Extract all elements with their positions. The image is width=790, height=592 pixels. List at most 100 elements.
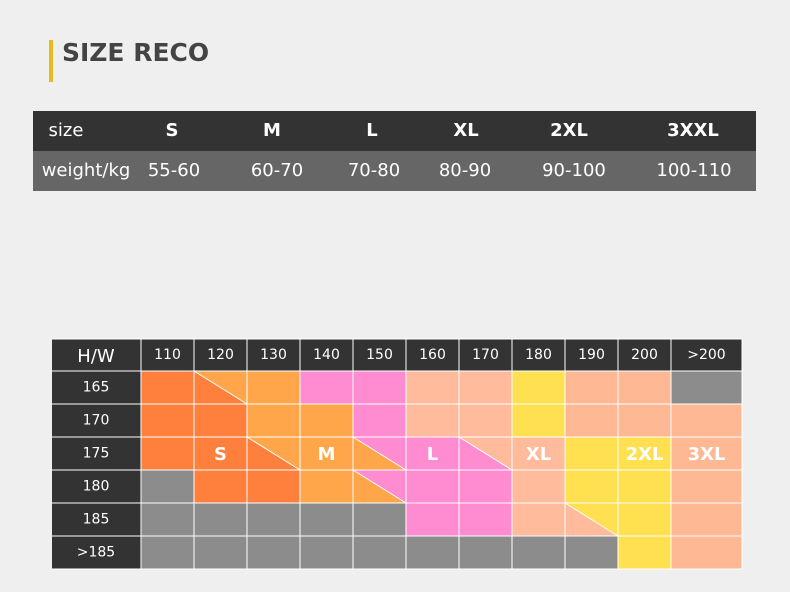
cell-diagonal [193,370,248,405]
cell-diagonal [352,469,407,504]
grid-cell [353,503,406,536]
grid-cell [300,437,353,470]
grid-cell [194,404,247,437]
column-header: 190 [578,347,605,363]
cell-diagonal [352,436,407,471]
grid-cell [247,404,300,437]
grid-cell [141,470,194,503]
grid-cell [300,536,353,569]
grid-cell [406,437,459,470]
grid-cell [512,404,565,437]
grid-cell [247,371,300,404]
column-header: 120 [207,347,234,363]
table-cell: L [366,120,377,141]
grid-cell [141,503,194,536]
size-label: L [427,444,438,465]
grid-cell [459,404,512,437]
grid-cell [247,503,300,536]
cell-diagonal [564,502,619,537]
cell-diagonal [458,436,513,471]
grid-cell [353,404,406,437]
table-cell: 100-110 [656,160,731,181]
column-header: 110 [154,347,181,363]
grid-cell [618,404,671,437]
table-cell: M [263,120,281,141]
grid-cell [247,536,300,569]
grid-cell [300,404,353,437]
size-label: XL [526,444,551,465]
grid-cell [459,470,512,503]
row-header: 170 [83,413,110,429]
column-header: 180 [525,347,552,363]
title-accent [49,40,53,82]
table-cell: 80-90 [439,160,491,181]
grid-cell [406,404,459,437]
grid-cell [565,404,618,437]
grid-cell [406,536,459,569]
table-cell: 3XXL [667,120,719,141]
grid-cell [618,371,671,404]
grid-cell [406,470,459,503]
grid-cell [141,437,194,470]
grid-cell [247,470,300,503]
grid-cell [141,536,194,569]
cell-diagonal [246,436,301,471]
grid-cell [565,470,618,503]
column-header: 140 [313,347,340,363]
row-header: 165 [83,380,110,396]
grid-cell [618,437,671,470]
row-header: 185 [83,512,110,528]
table-cell: XL [453,120,478,141]
size-row-bg [33,111,756,151]
size-label: S [214,444,227,465]
title: SIZE RECO [62,38,209,67]
grid-cell [353,536,406,569]
size-label: 3XL [688,444,726,465]
grid-cell [671,503,742,536]
table-cell: 60-70 [251,160,303,181]
row-header: 180 [83,479,110,495]
grid-cell [512,470,565,503]
grid-cell [300,371,353,404]
table-cell: 55-60 [148,160,200,181]
table-cell: weight/kg [42,160,131,181]
grid-cell [671,404,742,437]
weight-row-bg [33,151,756,191]
grid-cell [671,470,742,503]
column-header: 130 [260,347,287,363]
grid-cell [512,371,565,404]
grid-cell [459,503,512,536]
table-cell: 70-80 [348,160,400,181]
size-label: 2XL [626,444,664,465]
grid-cell [194,437,247,470]
grid-cell [194,470,247,503]
grid-cell [194,536,247,569]
grid-cell [141,371,194,404]
grid-cell [406,503,459,536]
column-header: 170 [472,347,499,363]
column-header: 200 [631,347,658,363]
table-cell: size [49,120,84,141]
grid-cell [618,536,671,569]
grid-cell [300,503,353,536]
row-header: >185 [77,545,115,561]
grid-cell [300,470,353,503]
size-label: M [318,444,336,465]
grid-cell [459,371,512,404]
grid-corner: H/W [77,346,115,367]
grid-cell [618,470,671,503]
table-cell: 90-100 [542,160,606,181]
table-cell: 2XL [550,120,588,141]
table-cell: S [166,120,179,141]
grid-cell [618,503,671,536]
grid-header-bg [52,339,742,371]
grid-cell [565,371,618,404]
grid-cell [671,437,742,470]
grid-cell [406,371,459,404]
grid-cell [512,503,565,536]
grid-cell [565,437,618,470]
grid-cell [141,404,194,437]
grid-cell [671,536,742,569]
grid-cell [194,503,247,536]
